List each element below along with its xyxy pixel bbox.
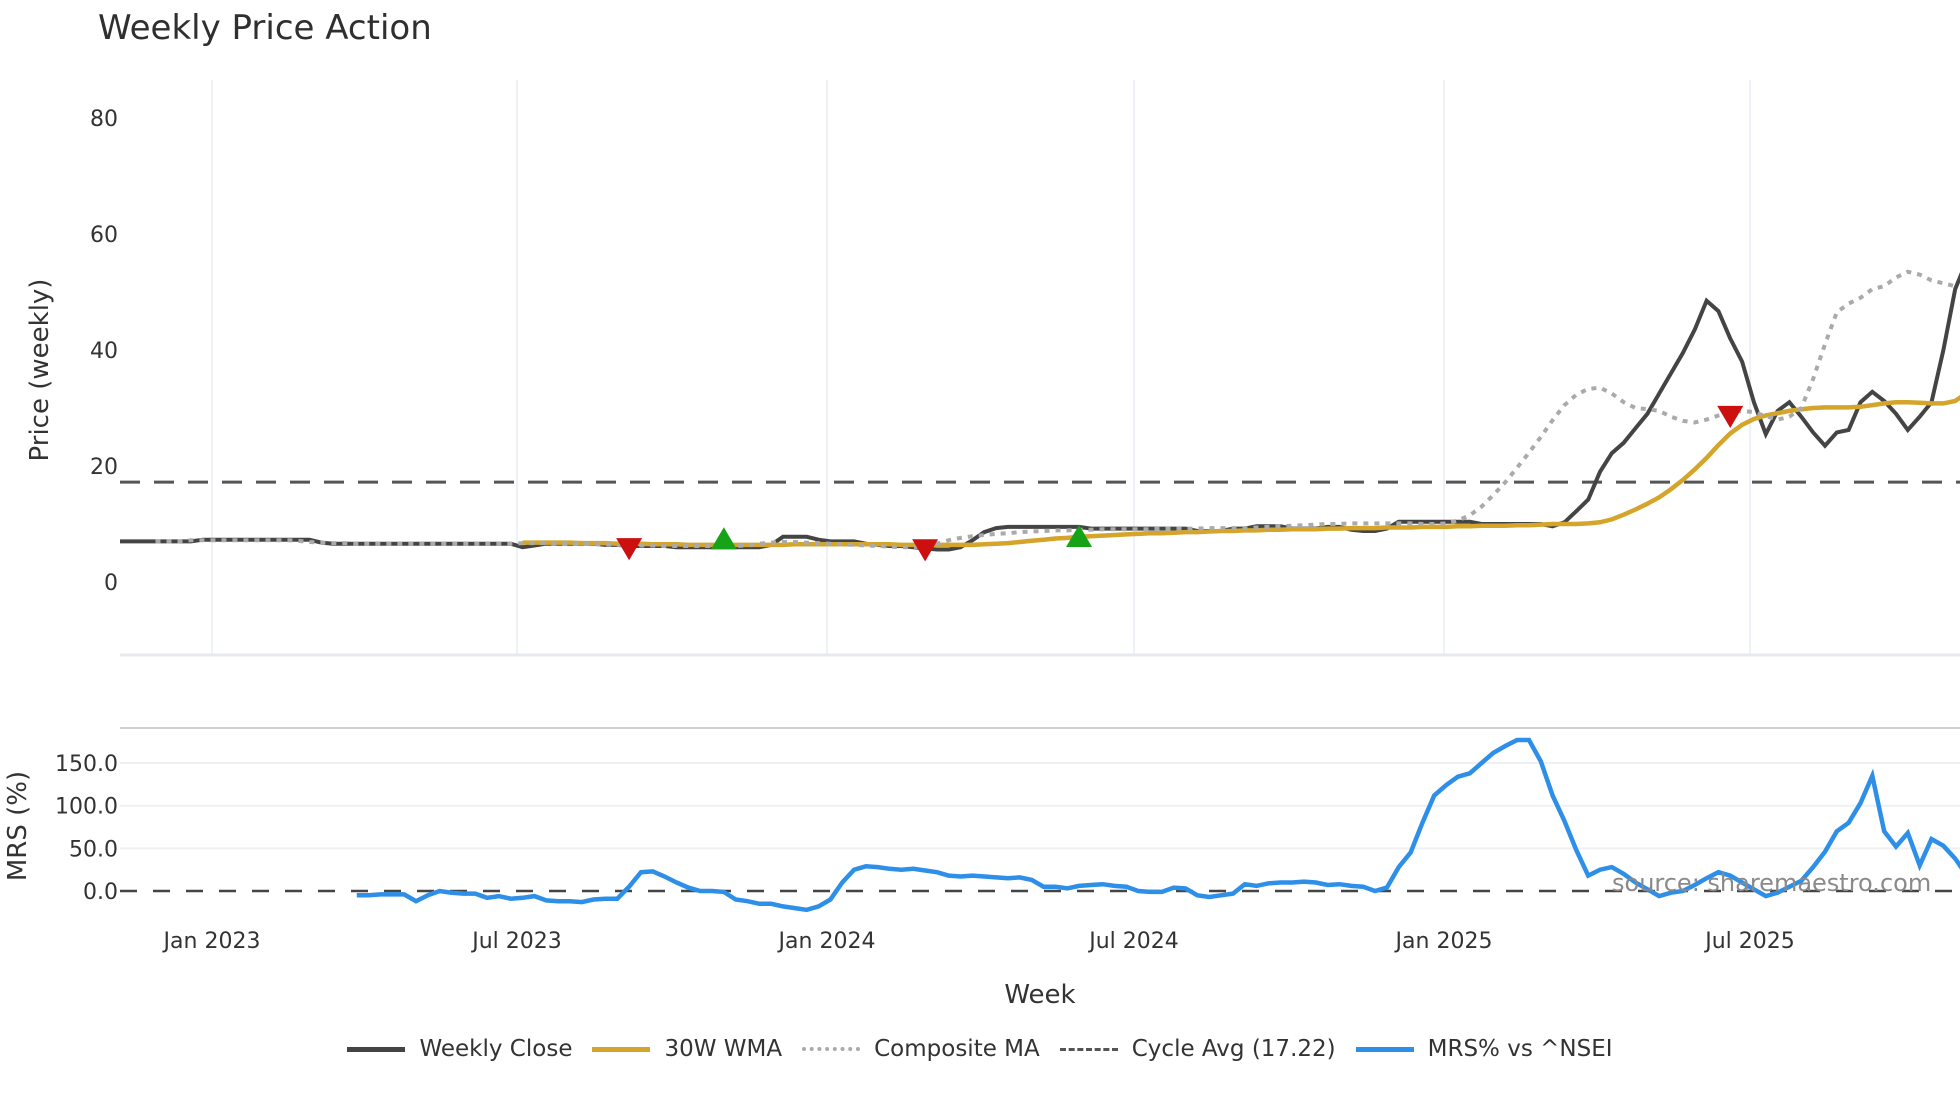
y-tick-label-mrs: 150.0	[55, 752, 118, 777]
sell-signal-marker	[1717, 405, 1744, 428]
legend-label: Cycle Avg (17.22)	[1131, 1036, 1336, 1062]
y-axis-label-price: Price (weekly)	[25, 279, 55, 462]
legend-label: Weekly Close	[419, 1036, 573, 1062]
x-tick-label: Jul 2024	[1087, 929, 1179, 954]
y-tick-label-mrs: 50.0	[69, 837, 118, 862]
y-tick-label-mrs: 0.0	[83, 880, 118, 905]
x-axis-label: Week	[1004, 980, 1075, 1010]
y-axis-ticks: 0 20 40 60 80 0.0 50.0 100.0 150.0	[55, 107, 118, 905]
x-tick-label: Jan 2023	[162, 929, 261, 954]
legend-swatch-icon	[347, 1046, 406, 1052]
y-tick-label-mrs: 100.0	[55, 795, 118, 820]
x-tick-label: Jan 2025	[1394, 929, 1493, 954]
x-tick-label: Jan 2024	[777, 929, 876, 954]
y-tick-label: 40	[90, 339, 118, 364]
legend-swatch-icon	[1059, 1047, 1118, 1051]
y-tick-label: 80	[90, 107, 118, 132]
chart-title: Weekly Price Action	[98, 8, 432, 48]
legend-label: Composite MA	[874, 1036, 1040, 1062]
legend-item-weekly-close[interactable]: Weekly Close	[347, 1036, 572, 1062]
buy-signal-marker	[1066, 524, 1093, 548]
y-axis-label-mrs: MRS (%)	[3, 771, 33, 881]
legend-item-wma[interactable]: 30W WMA	[592, 1036, 782, 1062]
mrs-line	[356, 737, 1960, 913]
legend-item-composite-ma[interactable]: Composite MA	[802, 1036, 1040, 1062]
sell-signal-marker	[912, 539, 939, 562]
buy-signal-marker	[710, 527, 737, 550]
legend-swatch-icon	[1355, 1046, 1414, 1052]
signal-markers	[616, 405, 1744, 562]
legend-item-cycle-avg[interactable]: Cycle Avg (17.22)	[1059, 1036, 1336, 1062]
legend-label: MRS% vs ^NSEI	[1427, 1036, 1613, 1062]
y-tick-label: 60	[90, 223, 118, 248]
legend-swatch-icon	[802, 1047, 861, 1051]
y-tick-label: 20	[90, 455, 118, 480]
x-tick-label: Jul 2025	[1703, 929, 1795, 954]
composite-ma-line	[155, 269, 1956, 550]
x-tick-label: Jul 2023	[470, 929, 562, 954]
watermark: source: sharemaestro.com	[1612, 869, 1931, 897]
wma-line	[522, 394, 1960, 548]
legend-label: 30W WMA	[664, 1036, 783, 1062]
legend-item-mrs[interactable]: MRS% vs ^NSEI	[1355, 1036, 1613, 1062]
price-series	[120, 269, 1960, 552]
legend-swatch-icon	[592, 1046, 651, 1052]
legend: Weekly Close 30W WMA Composite MA Cycle Avg…	[0, 1036, 1960, 1062]
gridlines	[120, 80, 1960, 850]
sell-signal-marker	[616, 538, 643, 561]
x-axis-ticks: Jan 2023 Jul 2023 Jan 2024 Jul 2024 Jan 2025…	[162, 929, 1795, 954]
y-tick-label: 0	[104, 571, 118, 596]
mrs-series	[120, 737, 1960, 913]
